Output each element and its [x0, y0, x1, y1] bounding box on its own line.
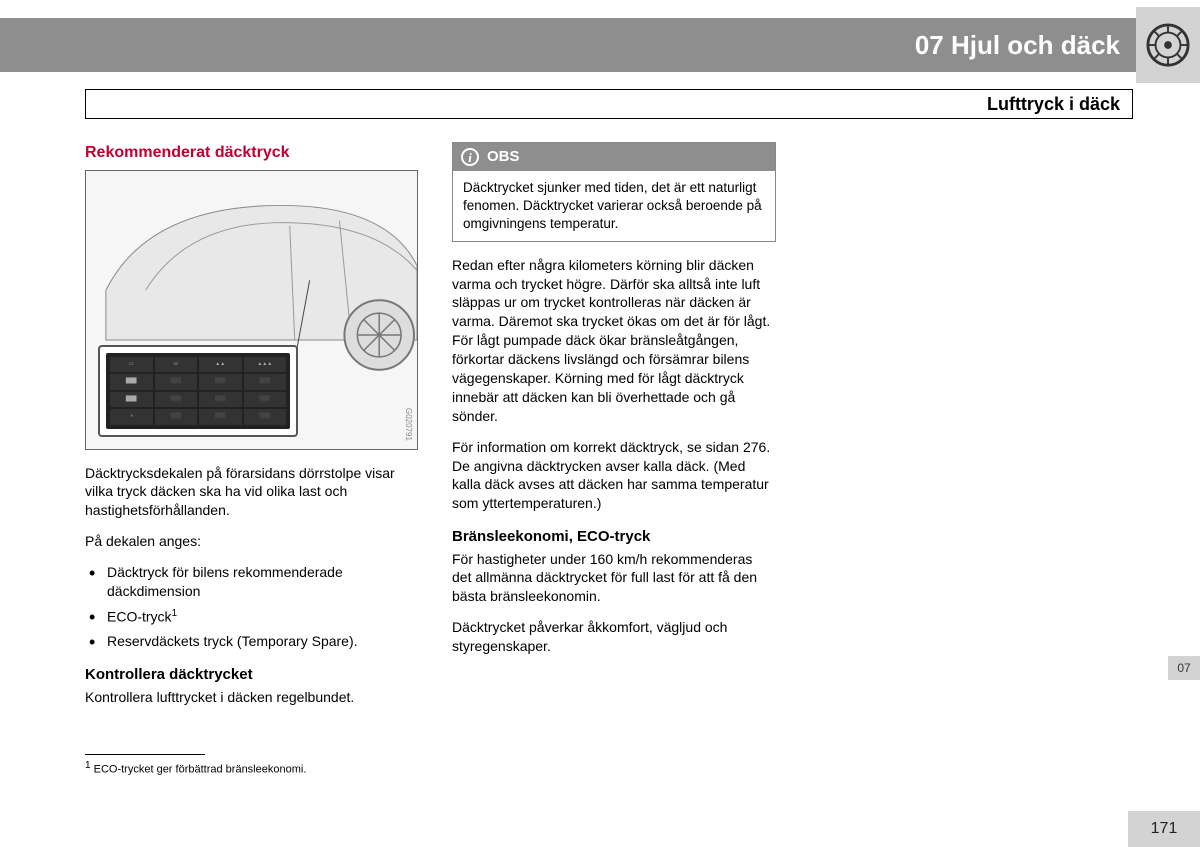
obs-body: Däcktrycket sjunker med tiden, det är et…	[453, 171, 775, 240]
footnote: 1 ECO-trycket ger förbättrad bränsleekon…	[85, 760, 306, 776]
decal-grid: ▭⛀▲▲▲▲▲ ███░░░░░░░░░ ███░░░░░░░░░ ◑░░░░░…	[106, 353, 290, 429]
decal-label: ▭⛀▲▲▲▲▲ ███░░░░░░░░░ ███░░░░░░░░░ ◑░░░░░…	[98, 345, 298, 437]
decal-figure: ▭⛀▲▲▲▲▲ ███░░░░░░░░░ ███░░░░░░░░░ ◑░░░░░…	[85, 170, 418, 450]
content-area: Rekommenderat däcktryck	[85, 142, 1133, 719]
footnote-text: ECO-trycket ger förbättrad bränsleekonom…	[94, 764, 307, 776]
list-item: ECO-tryck1	[85, 607, 418, 627]
figure-code: G020791	[402, 408, 413, 441]
heading-kontrollera: Kontrollera däcktrycket	[85, 665, 418, 685]
side-tab: 07	[1168, 656, 1200, 680]
obs-title: OBS	[487, 147, 520, 167]
col2-p2: För information om korrekt däcktryck, se…	[452, 438, 776, 514]
col1-p2: På dekalen anges:	[85, 532, 418, 551]
col2-p3: För hastigheter under 160 km/h rekommend…	[452, 550, 776, 607]
footnote-rule	[85, 754, 205, 755]
heading-rekommenderat: Rekommenderat däcktryck	[85, 142, 418, 164]
heading-bransle: Bränsleekonomi, ECO-tryck	[452, 527, 776, 547]
chapter-header-bar: 07 Hjul och däck	[0, 18, 1136, 72]
list-item: Däcktryck för bilens rekommenderade däck…	[85, 563, 418, 601]
footnote-ref: 1	[172, 608, 178, 619]
col2-p1: Redan efter några kilometers körning bli…	[452, 256, 776, 426]
col2-p4: Däcktrycket påverkar åkkomfort, vägljud …	[452, 618, 776, 656]
info-icon: i	[461, 148, 479, 166]
obs-header: i OBS	[453, 143, 775, 171]
col1-p1: Däcktrycksdekalen på förarsidans dörrsto…	[85, 464, 418, 521]
list-item: Reservdäckets tryck (Temporary Spare).	[85, 632, 418, 651]
col1-bullets: Däcktryck för bilens rekommenderade däck…	[85, 563, 418, 651]
section-title: Lufttryck i däck	[987, 94, 1120, 115]
chapter-icon-box	[1136, 7, 1200, 83]
tire-icon	[1145, 22, 1191, 68]
column-2: i OBS Däcktrycket sjunker med tiden, det…	[452, 142, 776, 719]
page-number: 171	[1128, 811, 1200, 847]
section-subheader: Lufttryck i däck	[85, 89, 1133, 119]
column-3	[810, 142, 1134, 719]
chapter-title: 07 Hjul och däck	[915, 30, 1120, 61]
col1-p3: Kontrollera lufttrycket i däcken regelbu…	[85, 688, 418, 707]
obs-note: i OBS Däcktrycket sjunker med tiden, det…	[452, 142, 776, 242]
column-1: Rekommenderat däcktryck	[85, 142, 418, 719]
